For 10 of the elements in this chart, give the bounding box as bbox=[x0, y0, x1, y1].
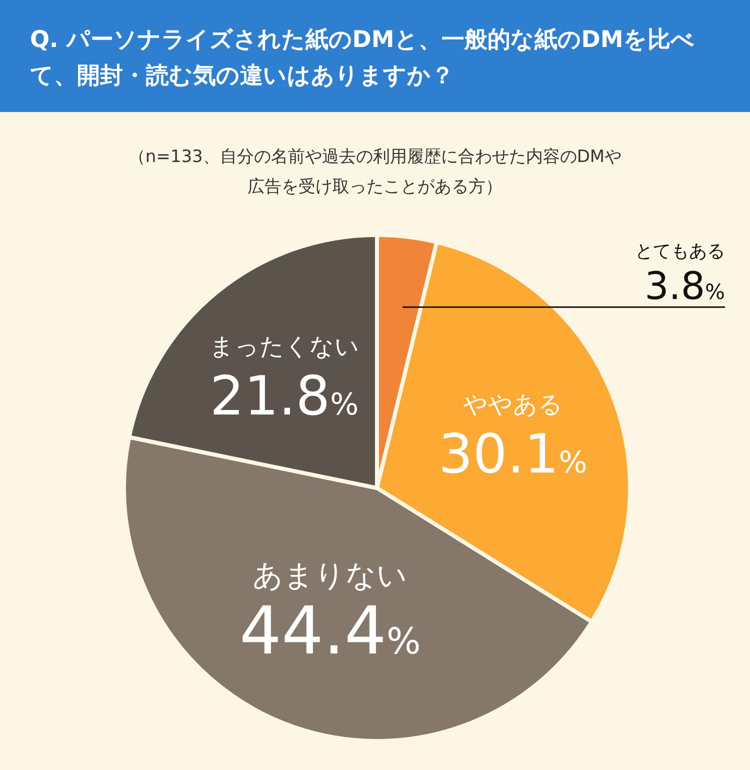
slice-label: まったくない bbox=[209, 332, 360, 360]
data-label: 30.1% bbox=[438, 422, 588, 486]
slice-label: あまりない bbox=[252, 558, 408, 594]
chart-title: Q. パーソナライズされた紙のDMと、一般的な紙のDMを比べて、開封・読む気の違いはありますか？ bbox=[0, 0, 750, 112]
data-label: 44.4% bbox=[240, 592, 421, 670]
data-label: 3.8% bbox=[644, 264, 726, 308]
slice-label: とてもある bbox=[635, 241, 725, 262]
data-label: 21.8% bbox=[210, 364, 359, 428]
chart-subtitle: （n=133、自分の名前や過去の利用履歴に合わせた内容のDMや広告を受け取ったことがある方） bbox=[127, 146, 623, 199]
slice-label: ややある bbox=[462, 390, 563, 419]
